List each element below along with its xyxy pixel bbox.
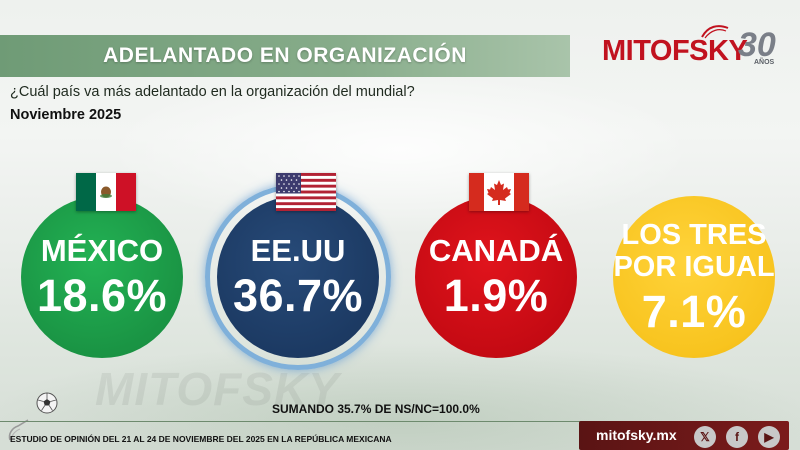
survey-question: ¿Cuál país va más adelantado en la organ… (10, 84, 415, 100)
title-band: ADELANTADO EN ORGANIZACIÓN (0, 35, 570, 77)
survey-date: Noviembre 2025 (10, 107, 122, 123)
facebook-icon[interactable]: f (726, 426, 748, 448)
circle-all-three: LOS TRES POR IGUAL 7.1% (613, 196, 775, 358)
usa-flag-icon (276, 173, 336, 211)
value-label-canada: 1.9% (443, 269, 549, 321)
mexico-flag-icon (76, 173, 136, 211)
circle-mexico: MÉXICO 18.6% (21, 196, 183, 358)
footnote: SUMANDO 35.7% DE NS/NC=100.0% (272, 402, 480, 416)
value-label-all: 7.1% (641, 285, 747, 337)
soccer-ball-icon (36, 392, 58, 414)
x-icon[interactable]: 𝕏 (694, 426, 716, 448)
youtube-icon[interactable]: ▶ (758, 426, 780, 448)
category-label-mexico: MÉXICO (40, 232, 164, 268)
value-label-mexico: 18.6% (36, 269, 168, 321)
study-note: ESTUDIO DE OPINIÓN DEL 21 AL 24 DE NOVIE… (10, 434, 392, 444)
category-label-canada: CANADÁ (428, 232, 564, 268)
category-label-all-line2: POR IGUAL (613, 251, 775, 284)
footer-divider (0, 421, 590, 422)
category-label-usa: EE.UU (250, 232, 346, 268)
logo-anniversary: 30 (738, 26, 776, 64)
social-bar (579, 421, 789, 450)
canada-flag-icon (469, 173, 529, 211)
circle-usa: EE.UU 36.7% (217, 196, 379, 358)
mitofsky-logo: MITOFSKY 30 AÑOS (602, 22, 776, 74)
watermark: MITOFSKY (95, 363, 340, 415)
whistle-icon (8, 419, 29, 443)
category-label-all-line1: LOS TRES (621, 218, 767, 251)
logo-anniversary-suffix: AÑOS (754, 59, 775, 66)
logo-brand: MITOFSKY (602, 35, 748, 67)
value-label-usa: 36.7% (232, 269, 364, 321)
site-link[interactable]: mitofsky.mx (596, 427, 677, 443)
page-title: ADELANTADO EN ORGANIZACIÓN (103, 44, 467, 67)
logo-swoosh-icon (701, 25, 729, 39)
circle-canada: CANADÁ 1.9% (415, 196, 577, 358)
